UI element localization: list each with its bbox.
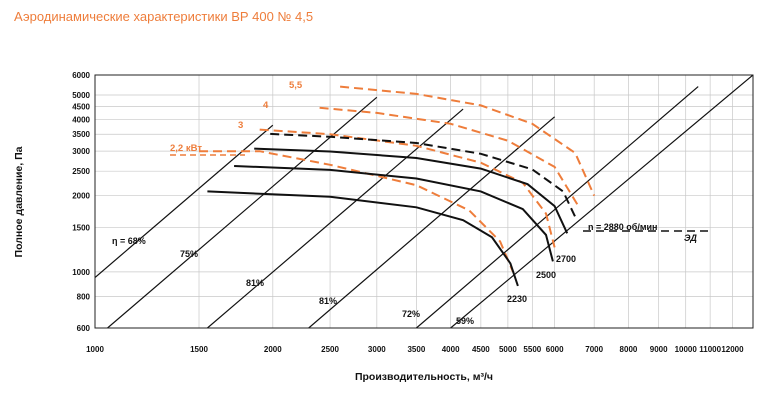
y-tick-label: 2500: [72, 167, 90, 176]
chart-title: Аэродинамические характеристики ВР 400 №…: [14, 9, 314, 24]
y-tick-label: 6000: [72, 71, 90, 80]
x-tick-label: 10000: [675, 345, 698, 354]
x-tick-label: 4500: [472, 345, 490, 354]
y-axis-label: Полное давление, Па: [13, 146, 25, 257]
speed-curve: [254, 147, 569, 234]
power-curve: [340, 85, 596, 197]
x-tick-label: 11000: [699, 345, 721, 354]
x-tick-label: 12000: [721, 345, 744, 354]
x-tick-label: 2500: [321, 345, 339, 354]
efficiency-label: 81%: [246, 278, 264, 288]
x-axis-label: Производительность, м³/ч: [355, 371, 493, 383]
y-tick-label: 4000: [72, 116, 90, 125]
x-tick-label: 2000: [264, 345, 282, 354]
y-tick-label: 2000: [72, 192, 90, 201]
x-tick-label: 9000: [650, 345, 668, 354]
x-tick-label: 3000: [368, 345, 386, 354]
x-tick-label: 5000: [499, 345, 517, 354]
efficiency-label: 72%: [402, 309, 420, 319]
x-tick-label: 1000: [86, 345, 104, 354]
speed-label: 2230: [507, 294, 527, 304]
y-tick-label: 3500: [72, 130, 90, 139]
y-tick-label: 3000: [72, 147, 90, 156]
y-tick-label: 600: [77, 324, 91, 333]
power-label: 2,2 кВт: [170, 143, 202, 154]
power-curve: [199, 150, 514, 273]
y-tick-label: 800: [77, 292, 91, 301]
power-label: 4: [263, 100, 269, 111]
y-tick-label: 1500: [72, 223, 90, 232]
efficiency-label: η = 68%: [112, 236, 146, 246]
efficiency-label: 75%: [180, 249, 198, 259]
y-tick-label: 4500: [72, 103, 90, 112]
x-tick-label: 3500: [407, 345, 425, 354]
x-tick-label: 8000: [620, 345, 638, 354]
efficiency-line: [308, 116, 555, 328]
efficiency-line: [207, 108, 464, 328]
power-curve: [259, 128, 556, 248]
speed-curve: [234, 165, 554, 262]
speed-label: 2700: [556, 254, 576, 264]
ed-label: ЭД: [684, 233, 697, 243]
y-tick-label: 5000: [72, 91, 90, 100]
speed-curve: [270, 132, 577, 218]
speed-label: 2500: [536, 270, 556, 280]
efficiency-label: 59%: [456, 316, 474, 326]
plot-frame: [94, 74, 754, 329]
efficiency-label: 81%: [319, 296, 337, 306]
efficiency-line: [450, 75, 753, 328]
x-tick-label: 5500: [523, 345, 541, 354]
efficiency-line: [416, 86, 699, 328]
x-tick-label: 6000: [546, 345, 564, 354]
x-tick-label: 4000: [442, 345, 460, 354]
speed-curve: [207, 190, 519, 287]
y-tick-label: 1000: [72, 268, 90, 277]
efficiency-line: [107, 96, 378, 328]
power-label: 3: [238, 120, 243, 131]
x-tick-label: 7000: [585, 345, 603, 354]
x-tick-label: 1500: [190, 345, 208, 354]
speed-label: n = 2880 об/мин: [588, 222, 657, 232]
power-curve: [319, 106, 580, 208]
power-label: 5,5: [289, 80, 303, 91]
